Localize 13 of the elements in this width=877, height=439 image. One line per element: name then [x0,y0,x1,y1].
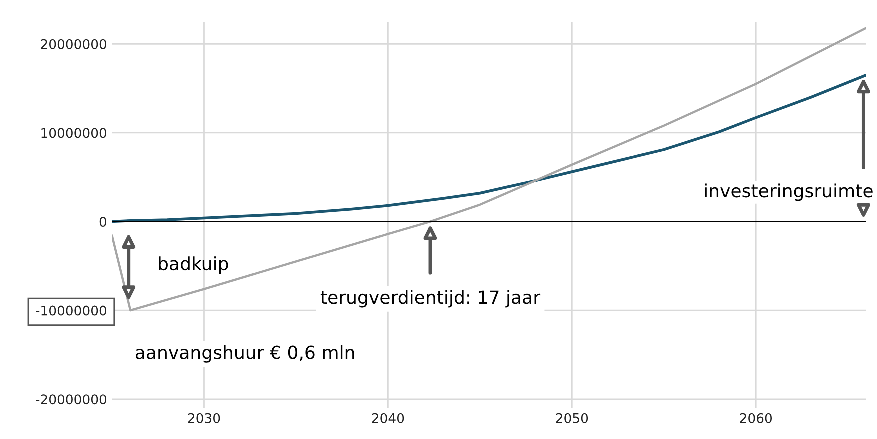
x-tick-label: 2030 [188,413,220,424]
y-tick-label: 10000000 [42,128,107,138]
y-tick-label: 0 [100,216,107,227]
x-tick-label: 2040 [372,413,404,424]
annotation: badkuip [159,256,228,274]
x-tick-label: 2050 [556,413,588,424]
annotation: terugverdientijd: 17 jaar [320,290,541,308]
y-tick-label: 20000000 [41,39,107,50]
x-tick-label: 2060 [740,413,772,424]
y-tick-label: -20000000 [36,394,107,405]
annotation: investeringsruimte [705,184,873,202]
y-tick-label: -10000000 [36,306,107,316]
annotation: aanvangshuur € 0,6 mln [136,345,354,363]
